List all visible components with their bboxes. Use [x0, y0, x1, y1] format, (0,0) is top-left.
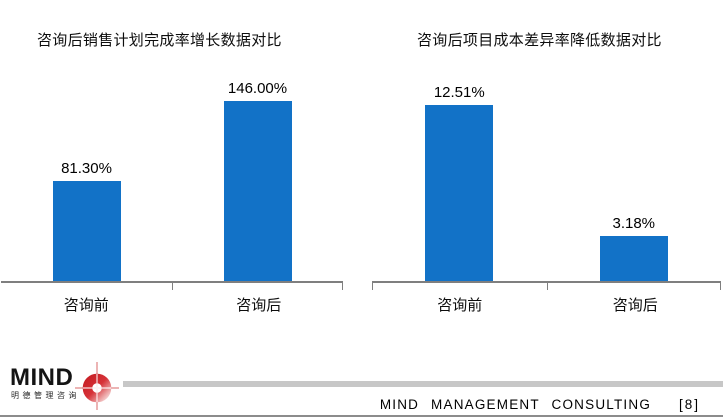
- bar-after-consulting: 3.18%: [599, 215, 668, 281]
- footer-divider-bar: [123, 381, 723, 387]
- bar-value-label: 81.30%: [61, 159, 112, 177]
- chart-title: 咨询后销售计划完成率增长数据对比: [37, 32, 282, 49]
- bar-before-consulting: 81.30%: [52, 160, 121, 281]
- bar-value-label: 12.51%: [433, 83, 485, 101]
- footer-text: MIND MANAGEMENT CONSULTING [8]: [380, 397, 700, 412]
- category-label-after: 咨询后: [236, 297, 282, 314]
- mind-target-logo-icon: [75, 362, 119, 410]
- footer-company: MIND MANAGEMENT CONSULTING: [379, 397, 652, 412]
- axis-tick: [546, 283, 548, 290]
- axis-tick: [342, 283, 343, 290]
- axis-tick: [720, 283, 721, 290]
- bar-value-label: 146.00%: [227, 80, 288, 98]
- plot-area: 81.30% 146.00%: [1, 60, 343, 290]
- bar-after-consulting: 146.00%: [223, 80, 292, 281]
- mind-logo-text: MIND: [10, 364, 74, 391]
- bar-before-consulting: 12.51%: [425, 84, 494, 281]
- chart-sales-completion: 咨询后销售计划完成率增长数据对比 81.30% 146.00% 咨询前 咨询后: [0, 0, 345, 315]
- chart-title: 咨询后项目成本差异率降低数据对比: [417, 32, 662, 49]
- chart-cost-variance: 咨询后项目成本差异率降低数据对比 12.51% 3.18% 咨询前 咨询后: [372, 0, 723, 315]
- bar-value-label: 3.18%: [612, 215, 656, 233]
- category-label-before: 咨询前: [63, 297, 109, 314]
- axis-tick: [372, 283, 373, 290]
- category-label-after: 咨询后: [612, 297, 658, 314]
- axis-tick: [172, 283, 173, 290]
- bottom-rule: [0, 415, 723, 417]
- category-label-before: 咨询前: [437, 297, 483, 314]
- page-number: [8]: [678, 397, 700, 412]
- mind-logo-subtext: 明德管理咨询: [11, 391, 80, 400]
- plot-area: 12.51% 3.18%: [372, 60, 721, 290]
